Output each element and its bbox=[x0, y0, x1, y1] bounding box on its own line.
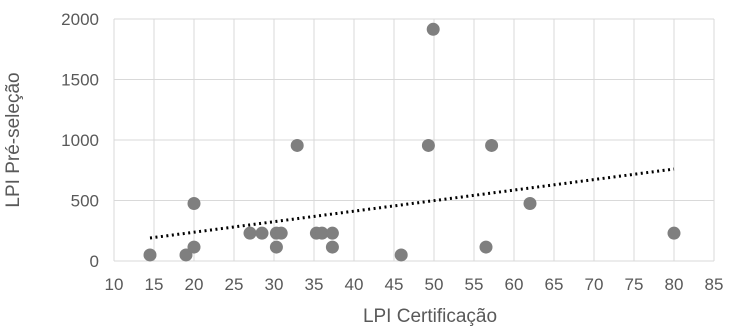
x-tick-label: 75 bbox=[625, 275, 644, 294]
data-point bbox=[274, 226, 288, 240]
data-point bbox=[143, 248, 157, 262]
trendline bbox=[149, 167, 675, 240]
x-tick-label: 20 bbox=[185, 275, 204, 294]
data-point bbox=[290, 138, 304, 152]
data-point bbox=[325, 240, 339, 254]
x-tick-label: 25 bbox=[225, 275, 244, 294]
x-tick-label: 70 bbox=[585, 275, 604, 294]
x-tick-label: 35 bbox=[305, 275, 324, 294]
data-points bbox=[143, 22, 681, 262]
data-point bbox=[426, 22, 440, 36]
x-tick-labels: 10 15 20 25 30 35 40 45 50 55 60 65 70 75 80 85 bbox=[105, 275, 724, 294]
data-point bbox=[243, 226, 257, 240]
data-point bbox=[315, 226, 329, 240]
data-point bbox=[421, 138, 435, 152]
trendline-layer bbox=[149, 167, 675, 240]
x-tick-label: 30 bbox=[265, 275, 284, 294]
x-tick-label: 40 bbox=[345, 275, 364, 294]
y-tick-label: 500 bbox=[71, 192, 99, 211]
gridlines bbox=[113, 18, 715, 262]
data-point bbox=[269, 240, 283, 254]
data-point bbox=[187, 197, 201, 211]
x-tick-label: 55 bbox=[465, 275, 484, 294]
y-tick-label: 2000 bbox=[61, 10, 99, 29]
data-point bbox=[523, 197, 537, 211]
data-point bbox=[485, 138, 499, 152]
x-tick-label: 50 bbox=[425, 275, 444, 294]
data-point bbox=[394, 248, 408, 262]
data-point bbox=[667, 226, 681, 240]
x-tick-label: 85 bbox=[705, 275, 724, 294]
data-point bbox=[479, 240, 493, 254]
x-tick-label: 60 bbox=[505, 275, 524, 294]
x-tick-label: 80 bbox=[665, 275, 684, 294]
data-point bbox=[325, 226, 339, 240]
data-point bbox=[255, 226, 269, 240]
y-tick-label: 0 bbox=[90, 252, 99, 271]
x-tick-label: 45 bbox=[385, 275, 404, 294]
x-tick-label: 15 bbox=[145, 275, 164, 294]
x-axis-title: LPI Certificação bbox=[363, 306, 497, 327]
y-axis-title: LPI Pré-seleção bbox=[3, 72, 24, 207]
data-point bbox=[187, 240, 201, 254]
x-tick-label: 10 bbox=[105, 275, 124, 294]
y-tick-label: 1500 bbox=[61, 71, 99, 90]
x-tick-label: 65 bbox=[545, 275, 564, 294]
y-tick-labels: 0 500 1000 1500 2000 bbox=[61, 10, 99, 271]
data-point bbox=[179, 248, 193, 262]
y-tick-label: 1000 bbox=[61, 131, 99, 150]
